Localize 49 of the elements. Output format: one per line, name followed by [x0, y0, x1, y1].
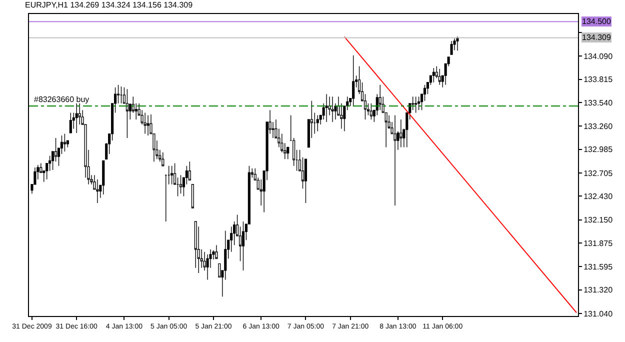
candlestick — [75, 103, 78, 134]
ref-line-label: 134.500 — [582, 17, 612, 26]
y-tick-label: 132.430 — [584, 192, 614, 202]
y-tick-label: 132.985 — [584, 145, 614, 154]
candlestick — [179, 174, 182, 194]
candlestick — [120, 86, 123, 104]
y-tick-label: 131.040 — [584, 309, 614, 318]
candlestick — [304, 158, 308, 204]
y-tick-label: 134.090 — [584, 52, 614, 61]
y-tick-label: 133.815 — [584, 75, 614, 84]
candlestick — [96, 178, 99, 204]
candlestick — [191, 184, 194, 208]
candlestick — [370, 103, 372, 120]
y-tick-label: 133.540 — [584, 98, 614, 108]
candlestick — [126, 88, 128, 138]
candlestick — [456, 36, 459, 51]
y-tick-label: 133.260 — [584, 122, 614, 131]
candlestick — [102, 160, 105, 195]
candlestick — [414, 96, 418, 114]
candlestick — [438, 68, 441, 86]
candlestick — [242, 221, 245, 271]
y-tick-label: 132.150 — [584, 216, 614, 225]
candlestick — [378, 84, 382, 111]
candlestick — [286, 146, 290, 160]
candlestick — [418, 96, 420, 111]
candlestick — [400, 119, 402, 148]
y-tick-label: 131.320 — [584, 286, 614, 295]
candlestick — [146, 114, 150, 136]
candlestick — [394, 114, 396, 206]
ref-line-label: 134.309 — [582, 33, 612, 42]
candlestick — [162, 152, 164, 166]
candlestick — [432, 68, 435, 83]
candlestick — [325, 94, 328, 122]
candlestick — [144, 112, 146, 134]
candlestick — [215, 244, 218, 259]
candlestick — [188, 161, 191, 181]
candlestick — [453, 38, 456, 51]
candlestick — [63, 133, 66, 152]
candlestick — [69, 112, 72, 134]
ref-line-label: #83263660 buy — [34, 95, 90, 104]
y-tick-label: 132.705 — [584, 168, 614, 178]
chart-title: EURJPY,H1 134.269 134.324 134.156 134.309 — [25, 0, 194, 10]
candlestick — [450, 40, 453, 55]
y-tick-label: 131.875 — [584, 238, 614, 248]
candlestick — [352, 54, 355, 106]
candlestick — [331, 96, 334, 122]
candlestick — [316, 114, 319, 132]
candlestick — [170, 165, 174, 185]
y-tick-label: 131.595 — [584, 262, 614, 272]
